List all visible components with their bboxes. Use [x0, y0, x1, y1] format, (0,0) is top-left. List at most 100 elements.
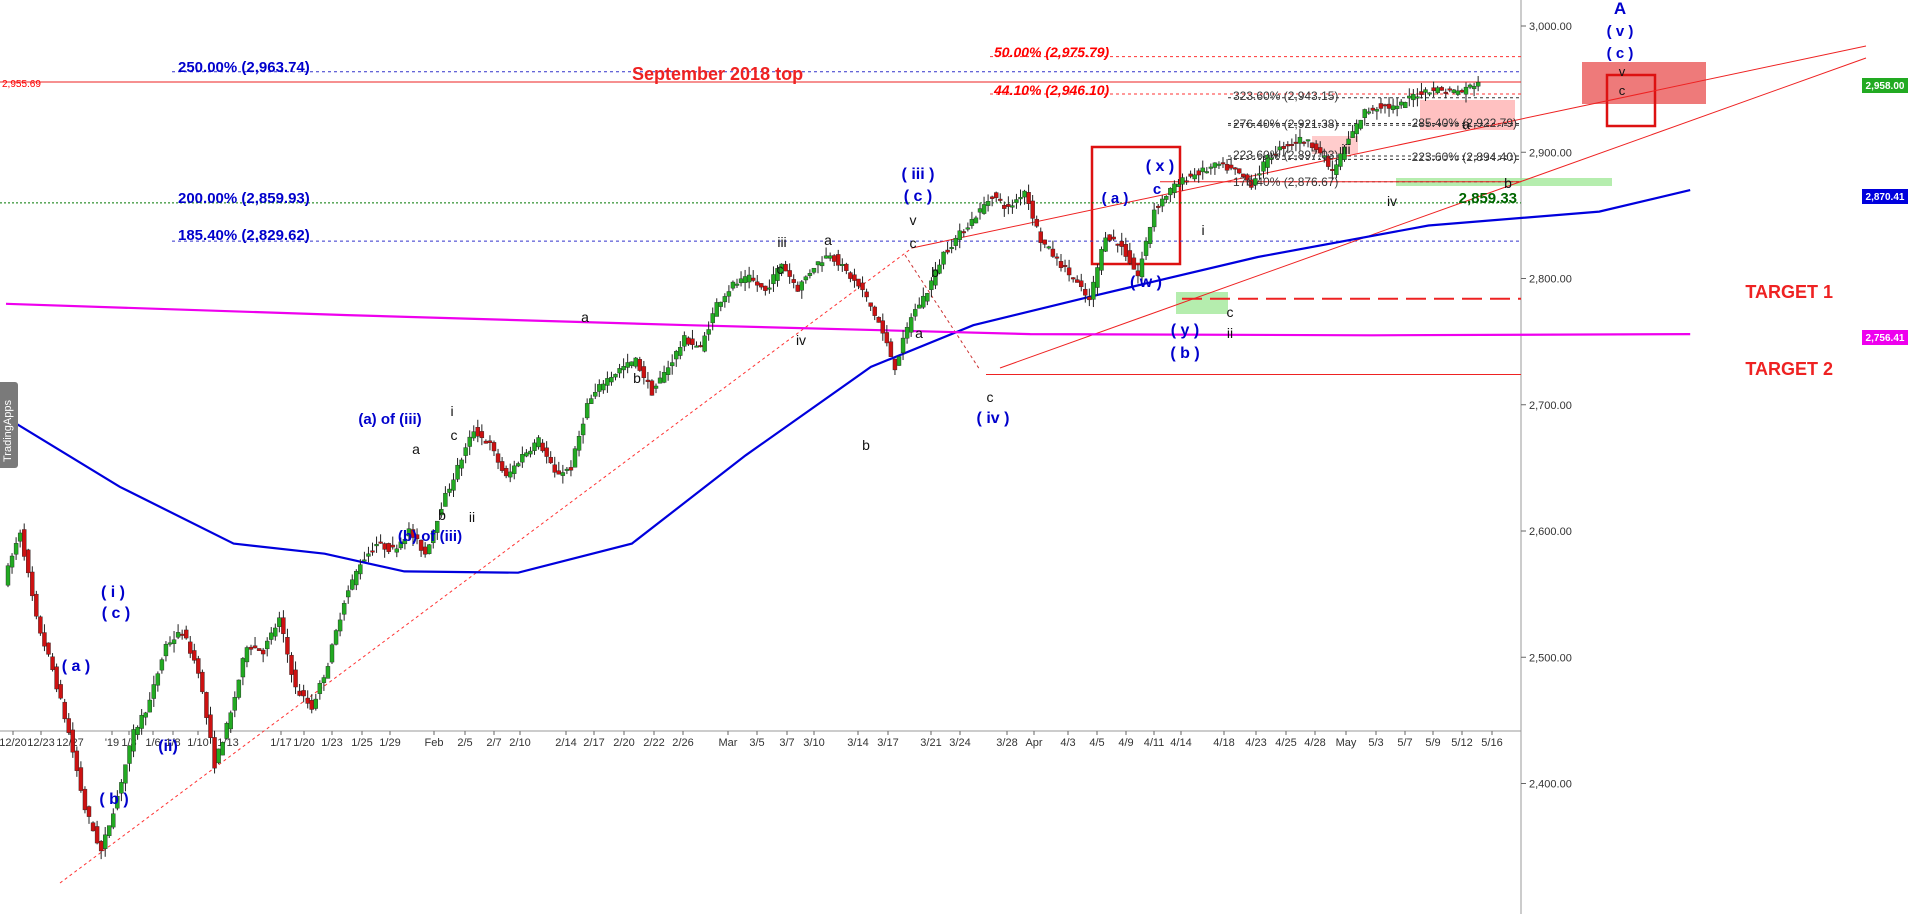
wave-iv-dotted: [904, 254, 981, 371]
candle-body: [321, 677, 327, 683]
fib-label: 223.60% (2,897.03): [1233, 148, 1338, 162]
candle-body: [524, 452, 529, 457]
candle-body: [568, 467, 574, 471]
x-tick-label: 2/26: [672, 737, 693, 749]
candle-body: [1188, 173, 1193, 177]
wave-label: b: [633, 370, 641, 386]
candle-body: [447, 488, 452, 493]
candle-body: [74, 750, 80, 771]
wave-label: A: [1614, 0, 1626, 18]
wave-label: ( a ): [1102, 190, 1129, 207]
candle-body: [495, 453, 501, 463]
candle-body: [325, 666, 331, 679]
candle-body: [1354, 123, 1359, 135]
candle-body: [536, 437, 541, 448]
candle-body: [1398, 101, 1404, 106]
candle-body: [188, 641, 193, 654]
candle-body: [1022, 190, 1027, 198]
candle-body: [738, 278, 744, 284]
wave-label: iii: [777, 234, 786, 250]
wave-label: a: [412, 441, 420, 457]
candle-body: [1358, 119, 1363, 129]
x-tick-label: 3/21: [920, 737, 941, 749]
candle-body: [921, 295, 926, 308]
candle-body: [1313, 143, 1319, 150]
candle-body: [1463, 86, 1469, 95]
candle-body: [362, 559, 367, 562]
candle-body: [653, 385, 659, 389]
candle-body: [629, 361, 634, 366]
y-tick-label: 2,800.00: [1529, 274, 1572, 286]
candle-body: [418, 539, 424, 551]
x-tick-label: 12/20: [0, 737, 27, 749]
candle-body: [281, 617, 286, 635]
candle-body: [175, 632, 181, 638]
candle-body: [422, 546, 428, 555]
x-tick-label: Mar: [719, 737, 738, 749]
candle-body: [540, 442, 545, 452]
candle-body: [1107, 234, 1112, 241]
candle-body: [1204, 171, 1210, 174]
x-tick-label: 4/5: [1089, 737, 1104, 749]
candle-body: [787, 270, 792, 277]
candle-body: [192, 650, 197, 661]
candle-body: [1467, 84, 1473, 88]
price-badge: [1862, 330, 1908, 345]
candle-body: [840, 264, 845, 266]
candle-body: [499, 461, 505, 471]
x-tick-label: '19: [105, 737, 119, 749]
price-badge: [1862, 78, 1908, 93]
candle-body: [605, 378, 610, 386]
candle-body: [455, 464, 460, 480]
candle-body: [224, 723, 229, 739]
candle-body: [1143, 241, 1149, 256]
candle-body: [896, 356, 902, 366]
candle-body: [98, 841, 104, 852]
candle-body: [811, 267, 817, 273]
candle-body: [868, 302, 873, 307]
candle-body: [929, 280, 934, 291]
candle-body: [139, 714, 144, 729]
candle-body: [212, 737, 217, 769]
x-tick-label: 4/3: [1060, 737, 1075, 749]
candle-body: [143, 712, 148, 718]
candle-body: [135, 727, 140, 735]
x-tick-label: 1/25: [351, 737, 372, 749]
fib-label: 323.60% (2,943.15): [1233, 89, 1338, 103]
candle-body: [42, 632, 47, 647]
wave-label: ( b ): [1170, 345, 1199, 362]
candle-body: [864, 291, 869, 298]
x-tick-label: 2/22: [643, 737, 664, 749]
candle-body: [686, 337, 691, 345]
candle-body: [763, 285, 768, 291]
candle-body: [1439, 87, 1444, 91]
wave-label: b: [931, 264, 939, 280]
candle-body: [248, 646, 254, 650]
candle-body: [1168, 187, 1173, 196]
candle-body: [491, 442, 497, 452]
x-tick-label: 3/5: [749, 737, 764, 749]
x-tick-label: 4/11: [1144, 737, 1165, 749]
candle-body: [1099, 249, 1104, 271]
candle-body: [394, 548, 399, 553]
x-tick-label: 1/10: [187, 737, 208, 749]
candle-body: [341, 603, 347, 615]
candle-body: [1411, 94, 1416, 101]
price-badge-label: 2,958.00: [1866, 81, 1905, 92]
candle-body: [973, 217, 979, 224]
candle-body: [1164, 196, 1169, 200]
candle-body: [183, 629, 189, 639]
candle-body: [516, 463, 521, 467]
wave-label: b: [438, 507, 446, 523]
candle-body: [398, 541, 404, 549]
candle-body: [597, 384, 602, 392]
candle-body: [1046, 246, 1052, 249]
wave-label: ( w ): [1130, 274, 1162, 291]
candle-body: [467, 436, 472, 447]
candle-body: [734, 283, 740, 286]
candle-body: [917, 304, 922, 309]
candle-body: [1265, 154, 1270, 168]
candle-body: [1236, 168, 1242, 174]
candle-body: [90, 822, 96, 832]
x-tick-label: 3/24: [949, 737, 970, 749]
